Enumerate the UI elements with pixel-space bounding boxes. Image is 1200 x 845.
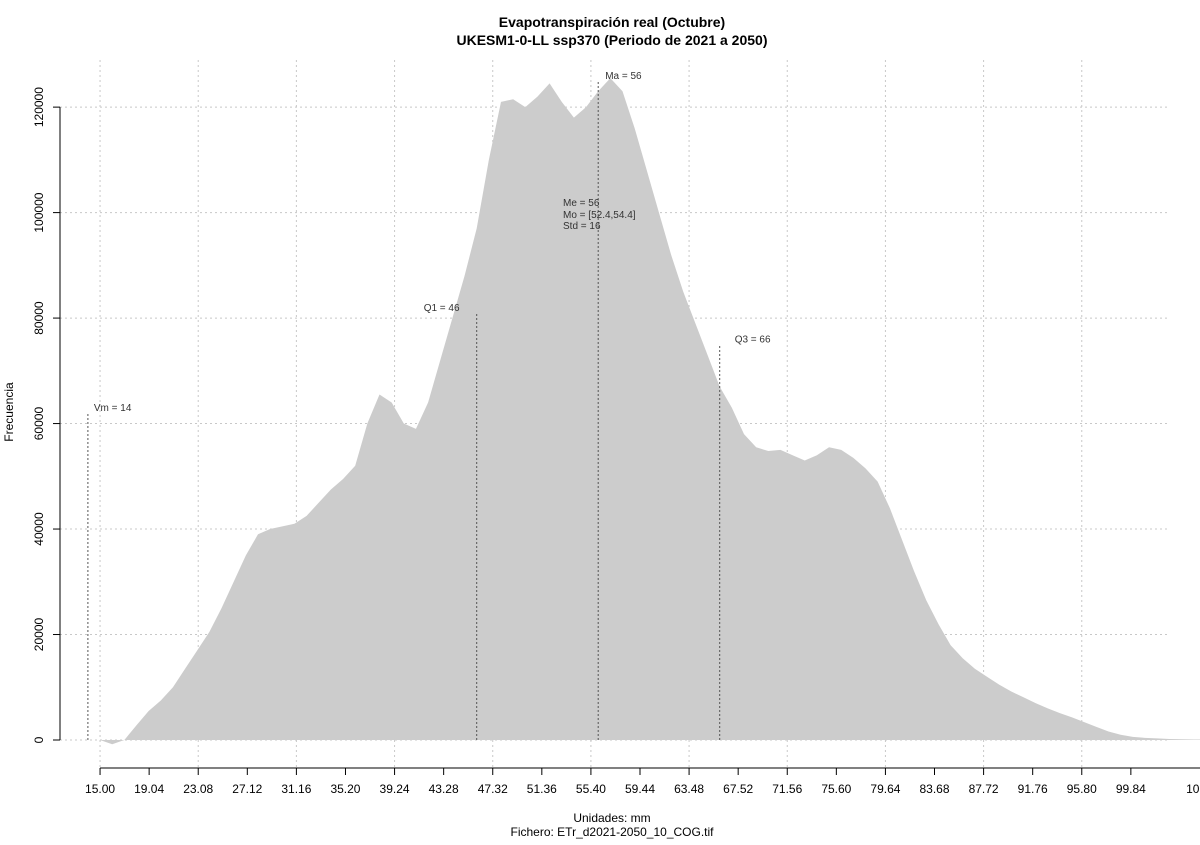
y-tick-label: 100000 (32, 192, 46, 232)
marker-label: Q1 = 46 (424, 303, 460, 314)
density-area (100, 78, 1200, 745)
chart-caption: Fichero: ETr_d2021-2050_10_COG.tif (511, 825, 715, 839)
x-tick-label: 83.68 (919, 782, 949, 796)
stat-mode: Mo = [52.4,54.4] (563, 210, 636, 221)
x-tick-label: 27.12 (232, 782, 262, 796)
x-tick-label: 75.60 (821, 782, 851, 796)
x-tick-label: 71.56 (772, 782, 802, 796)
x-tick-label: 59.44 (625, 782, 655, 796)
x-tick-label: 51.36 (527, 782, 557, 796)
y-tick-label: 60000 (32, 407, 46, 441)
x-tick-label: 91.76 (1018, 782, 1048, 796)
marker-label: Vm = 14 (94, 403, 132, 414)
x-tick-label: 35.20 (330, 782, 360, 796)
x-tick-label: 99.84 (1116, 782, 1146, 796)
chart-title: Evapotranspiración real (Octubre) (499, 14, 725, 30)
x-tick-label: 39.24 (380, 782, 410, 796)
x-tick-label: 55.40 (576, 782, 606, 796)
chart-subtitle: UKESM1-0-LL ssp370 (Periodo de 2021 a 20… (457, 32, 768, 48)
x-tick-label: 67.52 (723, 782, 753, 796)
axes: 0 20000 40000 60000 80000 100000 120000 15.00 19… (32, 87, 1200, 796)
area-layer (100, 78, 1200, 745)
x-tick-label: 95.80 (1067, 782, 1097, 796)
x-tick-label: 105.90 (1186, 782, 1200, 796)
x-tick-label: 79.64 (870, 782, 900, 796)
y-tick-label: 80000 (32, 301, 46, 335)
x-tick-label: 47.32 (478, 782, 508, 796)
marker-label: Ma = 56 (605, 71, 642, 82)
x-tick-label: 31.16 (281, 782, 311, 796)
x-tick-label: 23.08 (183, 782, 213, 796)
x-tick-label: 15.00 (85, 782, 115, 796)
marker-label: Q3 = 66 (735, 334, 771, 345)
stat-std: Std = 16 (563, 221, 601, 232)
y-axis-label: Frecuencia (2, 382, 16, 442)
y-tick-label: 20000 (32, 618, 46, 652)
y-tick-label: 120000 (32, 87, 46, 127)
y-tick-label: 0 (32, 736, 46, 743)
x-tick-label: 43.28 (429, 782, 459, 796)
y-tick-label: 40000 (32, 512, 46, 546)
x-tick-label: 63.48 (674, 782, 704, 796)
x-tick-label: 19.04 (134, 782, 164, 796)
x-axis-label: Unidades: mm (573, 811, 650, 825)
stat-median: Me = 56 (563, 198, 600, 209)
x-tick-label: 87.72 (969, 782, 999, 796)
